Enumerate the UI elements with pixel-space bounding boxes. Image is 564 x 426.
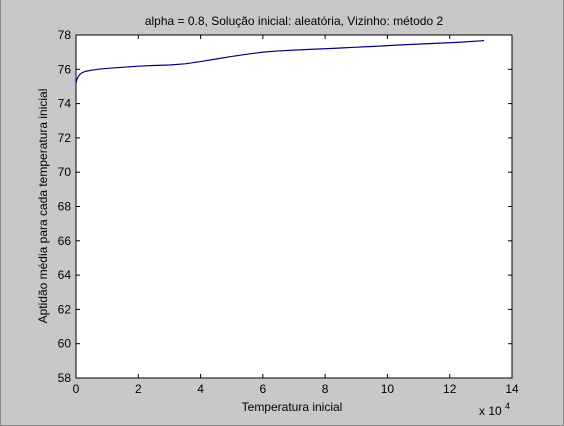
x-tick-label: 4 bbox=[197, 382, 204, 396]
chart-title: alpha = 0.8, Solução inicial: aleatória,… bbox=[145, 14, 444, 28]
x-tick-label: 12 bbox=[443, 382, 457, 396]
y-tick-label: 74 bbox=[58, 97, 72, 111]
x-tick-label: 2 bbox=[135, 382, 142, 396]
x-tick-label: 10 bbox=[381, 382, 395, 396]
x-tick-label: 0 bbox=[73, 382, 80, 396]
y-tick-label: 76 bbox=[58, 62, 72, 76]
y-tick-label: 66 bbox=[58, 234, 72, 248]
y-axis-title: Aptidão média para cada temperatura inic… bbox=[36, 89, 50, 324]
y-axis-tick-labels: 58 60 62 64 66 68 70 72 74 76 78 bbox=[58, 28, 72, 385]
y-tick-label: 68 bbox=[58, 200, 72, 214]
y-tick-label: 62 bbox=[58, 302, 72, 316]
y-tick-label: 70 bbox=[58, 165, 72, 179]
plot-area bbox=[75, 34, 513, 379]
x-tick-label: 14 bbox=[505, 382, 519, 396]
y-axis-ticks bbox=[76, 34, 512, 379]
x-axis-ticks bbox=[75, 35, 513, 378]
x-axis-title: Temperatura inicial bbox=[242, 400, 343, 414]
x-axis-tick-labels: 0 2 4 6 8 10 12 14 bbox=[73, 382, 519, 396]
y-tick-label: 60 bbox=[58, 337, 72, 351]
y-tick-label: 64 bbox=[58, 268, 72, 282]
y-tick-label: 58 bbox=[58, 371, 72, 385]
series-line bbox=[75, 39, 485, 84]
x-multiplier-exponent: 4 bbox=[505, 401, 510, 411]
y-tick-label: 78 bbox=[58, 28, 72, 42]
x-multiplier-base: x 10 bbox=[479, 404, 502, 418]
x-tick-label: 6 bbox=[260, 382, 267, 396]
y-tick-label: 72 bbox=[58, 131, 72, 145]
x-tick-label: 8 bbox=[322, 382, 329, 396]
x-axis-multiplier: x 10 4 bbox=[479, 401, 510, 418]
